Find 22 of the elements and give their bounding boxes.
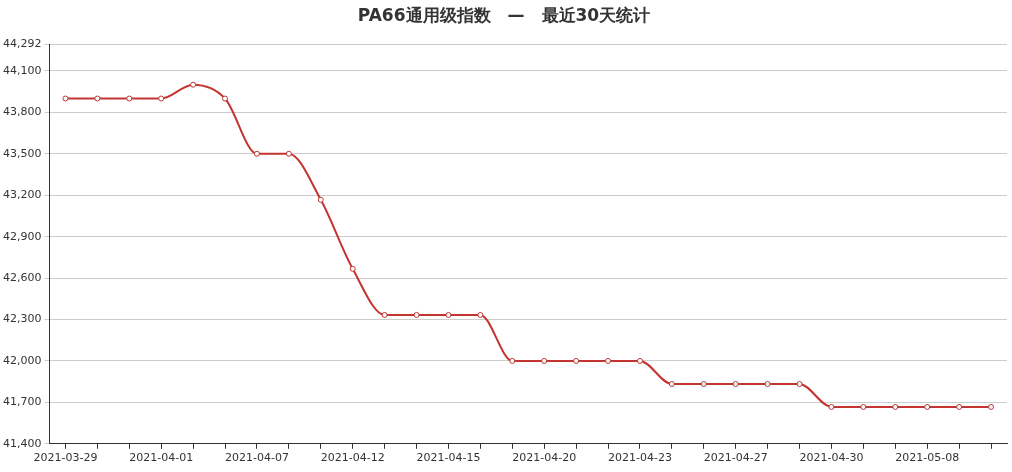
y-tick-label: 42,000: [2, 353, 42, 367]
y-tick-label: 43,800: [2, 105, 42, 119]
y-tick-label: 41,400: [2, 436, 42, 450]
x-tick-label: 2021-04-27: [703, 451, 768, 465]
y-tick-label: 44,292: [2, 37, 42, 51]
x-tick-label: 2021-04-01: [129, 451, 194, 465]
y-tick-label: 44,100: [2, 63, 42, 77]
x-tick-label: 2021-04-12: [320, 451, 385, 465]
x-tick-label: 2021-04-30: [799, 451, 864, 465]
x-tick-label: 2021-03-29: [33, 451, 98, 465]
x-tick-label: 2021-05-08: [895, 451, 960, 465]
y-tick-label: 43,200: [2, 188, 42, 202]
x-tick-label: 2021-04-15: [416, 451, 481, 465]
x-tick-label: 2021-04-07: [224, 451, 289, 465]
x-tick-label: 2021-04-23: [607, 451, 672, 465]
y-tick-label: 42,600: [2, 270, 42, 284]
y-tick-label: 43,500: [2, 146, 42, 160]
x-tick-label: 2021-04-20: [512, 451, 577, 465]
chart-title: PA66通用级指数 — 最近30天统计: [357, 4, 651, 25]
y-tick-label: 42,300: [2, 312, 42, 326]
y-tick-label: 42,900: [2, 229, 42, 243]
y-tick-label: 41,700: [2, 395, 42, 409]
